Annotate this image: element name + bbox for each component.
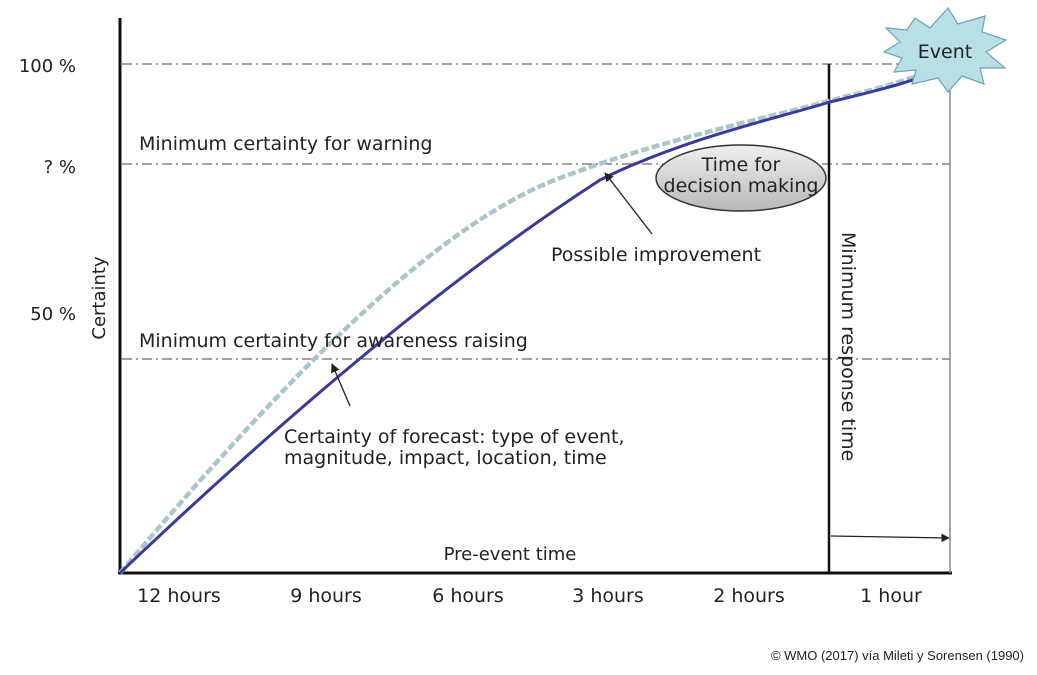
x-tick-9-hours: 9 hours <box>290 585 362 607</box>
forecast-label-line1: Certainty of forecast: type of event, <box>284 426 625 448</box>
y-axis-label: Certainty <box>89 256 110 340</box>
x-tick-1-hour: 1 hour <box>860 585 922 607</box>
x-tick-3-hours: 3 hours <box>572 585 644 607</box>
response-time-label: Minimum response time <box>837 232 859 461</box>
improved-certainty-curve <box>118 63 949 575</box>
forecast-certainty-curve <box>118 64 949 575</box>
decision-making-label-line2: decision making <box>664 175 819 197</box>
y-tick-50: 50 % <box>30 304 76 325</box>
warning-threshold-label: Minimum certainty for warning <box>139 133 432 155</box>
y-tick-100: 100 % <box>19 56 76 77</box>
decision-making-label-line1: Time for <box>701 154 781 176</box>
x-tick-6-hours: 6 hours <box>432 585 504 607</box>
awareness-threshold-label: Minimum certainty for awareness raising <box>139 330 528 352</box>
event-label: Event <box>918 41 972 63</box>
possible-improvement-label: Possible improvement <box>551 244 761 266</box>
x-tick-12-hours: 12 hours <box>137 585 221 607</box>
forecast-pointer <box>331 363 351 407</box>
x-axis-label: Pre-event time <box>444 544 577 565</box>
y-tick-unknown: ? % <box>44 157 76 178</box>
improvement-pointer <box>604 172 653 235</box>
response-time-arrow <box>830 533 950 543</box>
x-tick-2-hours: 2 hours <box>713 585 785 607</box>
source-credit: © WMO (2017) vía Mileti y Sorensen (1990… <box>771 648 1024 663</box>
event-star-icon <box>882 7 1008 93</box>
forecast-label-line2: magnitude, impact, location, time <box>284 447 607 469</box>
decision-making-ellipse <box>655 144 827 212</box>
